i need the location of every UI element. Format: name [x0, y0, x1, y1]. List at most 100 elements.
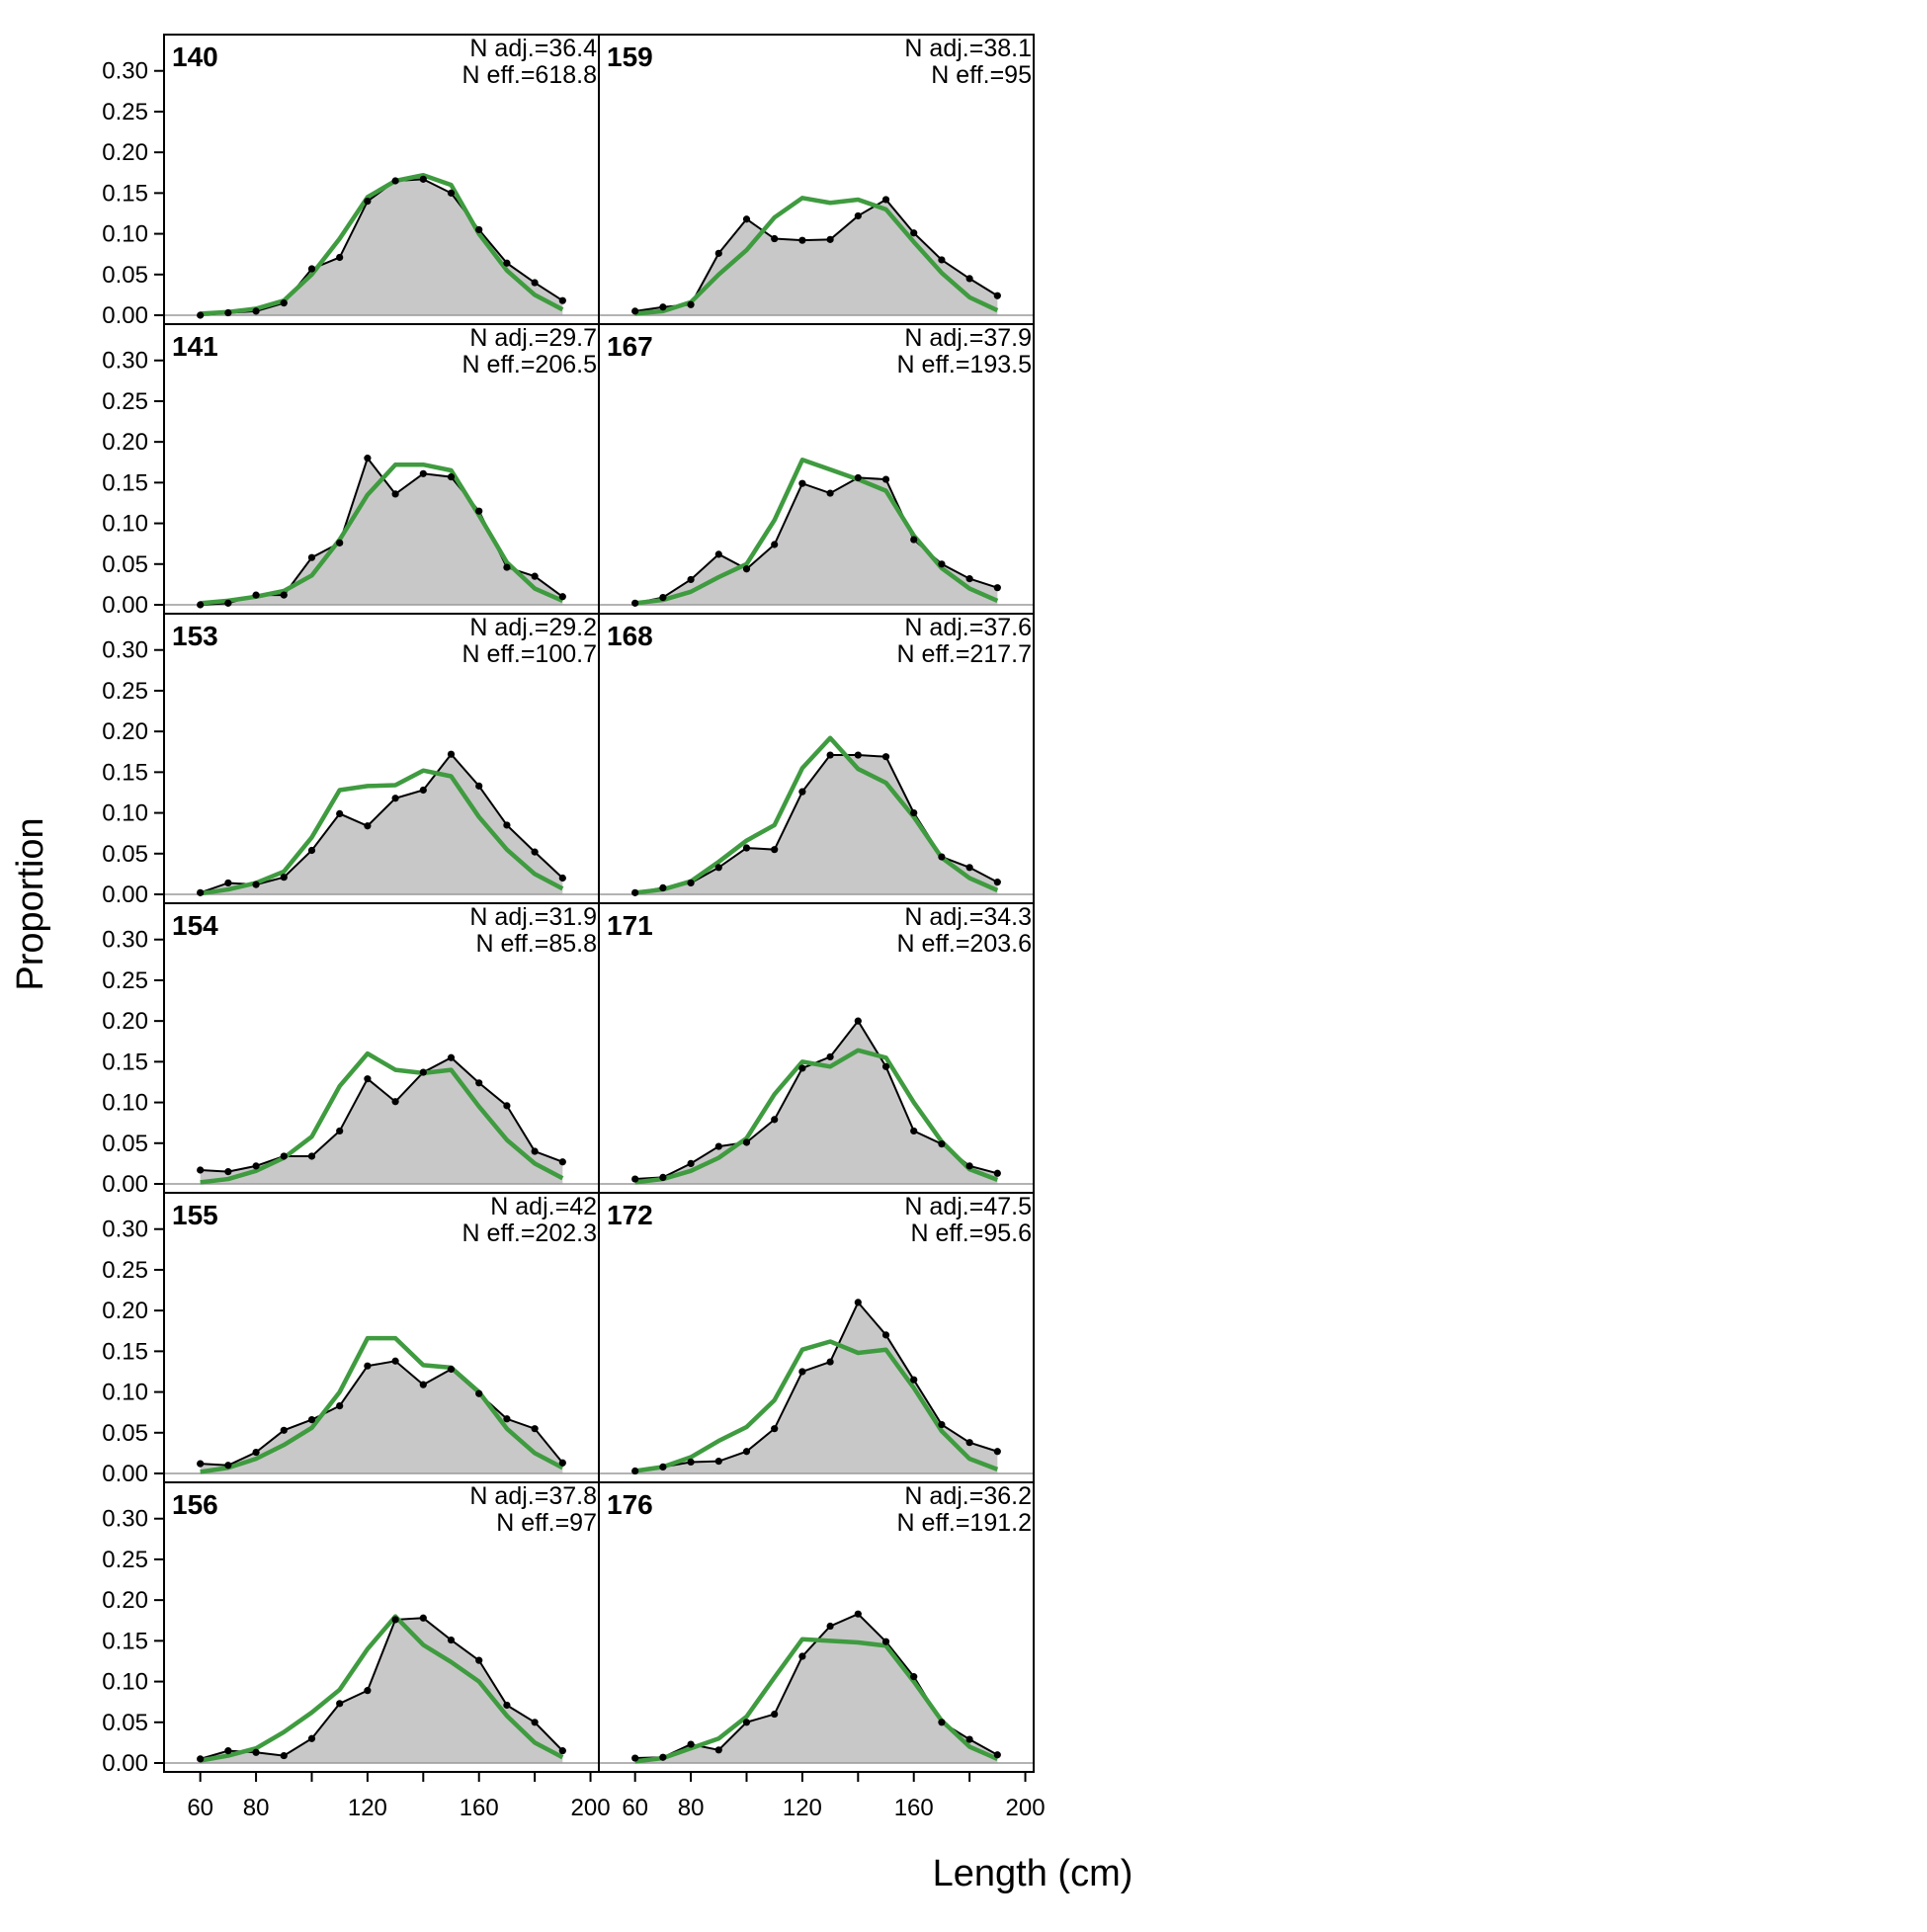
observed-point-153-90 [280, 874, 288, 882]
observed-point-153-60 [197, 888, 205, 896]
panel-n-eff: N eff.=85.8 [475, 930, 597, 958]
observed-point-153-170 [503, 821, 511, 829]
y-tick-label: 0.20 [102, 1587, 148, 1614]
observed-point-171-70 [659, 1173, 667, 1182]
observed-point-172-170 [938, 1420, 946, 1429]
observed-point-154-130 [391, 1098, 399, 1106]
observed-point-171-150 [881, 1062, 890, 1070]
y-tick-label: 0.05 [102, 551, 148, 578]
expected-line-172 [634, 1339, 999, 1473]
observed-point-168-180 [965, 864, 973, 872]
observed-point-156-90 [280, 1751, 288, 1760]
observed-point-159-120 [798, 236, 806, 244]
observed-point-141-130 [391, 490, 399, 498]
panel-n-eff: N eff.=203.6 [897, 930, 1032, 958]
observed-point-156-160 [475, 1656, 483, 1664]
expected-line-167 [634, 458, 999, 606]
x-tick-label: 160 [894, 1795, 934, 1821]
x-tick-label: 120 [348, 1795, 387, 1821]
observed-point-159-170 [938, 256, 946, 264]
observed-point-176-120 [798, 1652, 806, 1660]
observed-point-156-170 [503, 1701, 511, 1710]
observed-point-141-70 [224, 599, 232, 607]
observed-point-153-70 [224, 879, 232, 887]
panel-id-label: 141 [172, 331, 218, 362]
observed-line-154 [200, 1056, 563, 1173]
panel-n-adj: N adj.=37.9 [904, 324, 1032, 352]
observed-point-168-120 [798, 788, 806, 796]
panel-n-eff: N eff.=100.7 [462, 640, 597, 668]
expected-line-168 [634, 735, 999, 895]
x-tick-label: 80 [678, 1795, 705, 1821]
observed-area-140 [200, 179, 563, 315]
observed-point-141-150 [447, 472, 456, 481]
panel-156: 156 N adj.=37.8N eff.=97 [163, 1481, 600, 1773]
x-tick-label: 80 [243, 1795, 270, 1821]
observed-area-168 [634, 755, 998, 894]
panel-n-adj: N adj.=31.9 [469, 903, 597, 931]
panel-n-adj: N adj.=29.2 [469, 614, 597, 641]
observed-point-172-80 [687, 1458, 695, 1467]
observed-point-155-70 [224, 1462, 232, 1470]
observed-point-156-70 [224, 1747, 232, 1755]
observed-point-171-140 [854, 1017, 862, 1025]
observed-area-153 [200, 754, 563, 894]
observed-point-167-110 [771, 541, 779, 548]
x-tick-label: 60 [622, 1795, 648, 1821]
panel-id-label: 176 [607, 1489, 653, 1520]
observed-point-141-180 [531, 572, 539, 580]
observed-point-154-190 [558, 1158, 566, 1166]
panel-171: 171 N adj.=34.3N eff.=203.6 [598, 902, 1035, 1194]
panel-n-eff: N eff.=95 [931, 61, 1032, 89]
observed-point-171-130 [826, 1052, 834, 1061]
panel-n-adj: N adj.=38.1 [904, 35, 1032, 62]
observed-point-159-80 [687, 300, 695, 308]
observed-point-154-180 [531, 1147, 539, 1155]
y-tick-label: 0.15 [102, 1628, 148, 1654]
y-tick-label: 0.25 [102, 99, 148, 126]
y-tick-label: 0.05 [102, 262, 148, 289]
panel-n-adj: N adj.=29.7 [469, 324, 597, 352]
observed-point-167-80 [687, 575, 695, 584]
y-tick-label: 0.10 [102, 511, 148, 538]
panel-n-eff: N eff.=97 [496, 1509, 597, 1537]
observed-point-140-80 [252, 307, 260, 315]
observed-point-140-140 [419, 175, 427, 183]
observed-point-153-160 [475, 782, 483, 790]
observed-point-171-80 [687, 1159, 695, 1167]
observed-area-156 [200, 1618, 563, 1763]
observed-point-168-190 [993, 879, 1001, 886]
observed-point-156-190 [558, 1747, 566, 1755]
observed-point-155-150 [447, 1365, 456, 1374]
observed-point-159-180 [965, 275, 973, 283]
observed-point-176-100 [742, 1719, 751, 1726]
observed-point-156-110 [336, 1700, 344, 1708]
y-tick-label: 0.15 [102, 759, 148, 786]
y-tick-label: 0.00 [102, 302, 148, 329]
observed-area-167 [634, 477, 998, 605]
y-tick-label: 0.20 [102, 1008, 148, 1035]
observed-point-140-90 [280, 299, 288, 307]
observed-point-154-70 [224, 1168, 232, 1176]
panel-140: 140 N adj.=36.4N eff.=618.8 [163, 34, 600, 325]
observed-point-167-140 [854, 473, 862, 482]
observed-point-153-120 [364, 822, 372, 830]
observed-point-159-190 [993, 292, 1001, 299]
observed-point-167-150 [881, 475, 890, 483]
y-tick-label: 0.00 [102, 592, 148, 619]
observed-point-159-160 [910, 229, 918, 237]
observed-point-167-130 [826, 489, 834, 497]
panel-id-label: 171 [607, 910, 653, 941]
observed-point-154-100 [307, 1152, 316, 1160]
y-tick-label: 0.00 [102, 1750, 148, 1777]
observed-point-171-110 [771, 1116, 779, 1124]
expected-line-156 [200, 1614, 564, 1763]
observed-point-159-110 [771, 234, 779, 243]
observed-point-172-160 [910, 1376, 918, 1384]
panels-layer: 140 N adj.=36.4N eff.=618.8 141 N adj.=29.7… [163, 34, 1035, 1773]
panel-id-label: 156 [172, 1489, 218, 1520]
y-tick-label: 0.10 [102, 221, 148, 248]
observed-point-171-180 [965, 1162, 973, 1170]
observed-point-159-100 [742, 215, 751, 223]
